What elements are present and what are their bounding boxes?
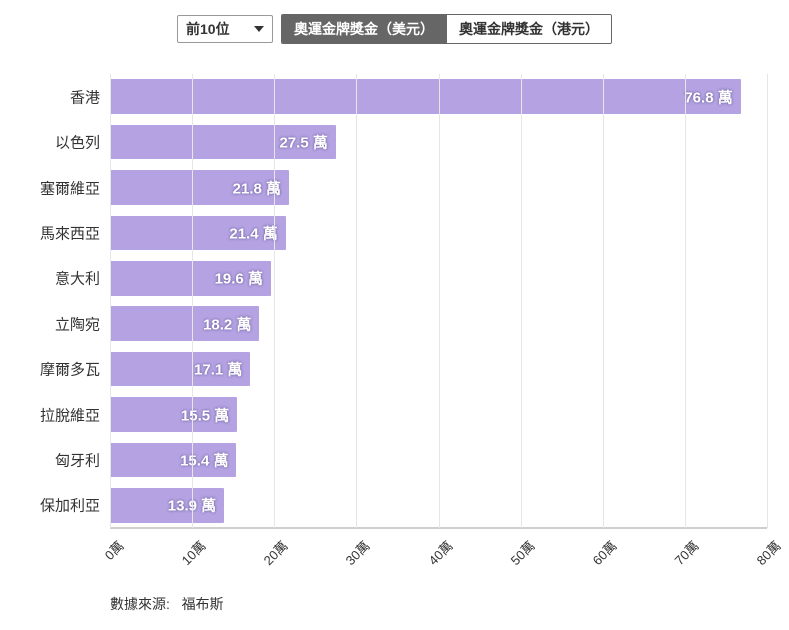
bar-value-label: 76.8 萬 [684,86,732,107]
bar-value-label: 19.6 萬 [215,268,263,289]
bar-chart: 76.8 萬 27.5 萬 21.8 萬 21.4 萬 19.6 萬 18.2 萬 17.1… [0,64,789,586]
chart-container: 前10位 奧運金牌獎金（美元） 奧運金牌獎金（港元） 76.8 萬 27.5 萬 2… [0,0,789,630]
bar[interactable]: 19.6 萬 [110,261,271,296]
y-axis-label: 塞爾維亞 [0,177,100,198]
bar[interactable]: 17.1 萬 [110,352,250,387]
grid-line [439,74,440,528]
bar[interactable]: 15.4 萬 [110,443,236,478]
x-tick-label: 0萬 [100,536,128,564]
controls-bar: 前10位 奧運金牌獎金（美元） 奧運金牌獎金（港元） [0,0,789,44]
bar-value-label: 21.4 萬 [229,222,277,243]
currency-tabs: 奧運金牌獎金（美元） 奧運金牌獎金（港元） [281,14,612,44]
grid-line [356,74,357,528]
grid-line [521,74,522,528]
rank-select-value: 前10位 [186,19,230,39]
bar[interactable]: 21.8 萬 [110,170,289,205]
rank-select[interactable]: 前10位 [177,15,273,43]
x-tick-label: 80萬 [752,536,785,569]
chevron-down-icon [254,26,264,32]
bar-value-label: 15.4 萬 [180,449,228,470]
x-tick-label: 20萬 [259,536,292,569]
tab-usd-label: 奧運金牌獎金（美元） [294,19,434,39]
tab-hkd-label: 奧運金牌獎金（港元） [459,19,599,39]
bar[interactable]: 18.2 萬 [110,306,259,341]
source-line: 數據來源: 福布斯 [110,594,224,614]
x-tick-label: 10萬 [177,536,210,569]
source-value: 福布斯 [182,596,224,612]
y-axis-label: 匈牙利 [0,449,100,470]
bar[interactable]: 21.4 萬 [110,216,286,251]
x-tick-label: 60萬 [587,536,620,569]
y-axis-label: 立陶宛 [0,313,100,334]
bar-value-label: 17.1 萬 [194,359,242,380]
grid-line [110,74,111,528]
y-axis-label: 意大利 [0,268,100,289]
bar-value-label: 15.5 萬 [181,404,229,425]
x-tick-label: 30萬 [341,536,374,569]
y-axis-label: 馬來西亞 [0,222,100,243]
grid-line [192,74,193,528]
x-tick-label: 70萬 [669,536,702,569]
source-label: 數據來源: [110,596,170,612]
grid-line [274,74,275,528]
y-axis-label: 拉脫維亞 [0,404,100,425]
bar-value-label: 18.2 萬 [203,313,251,334]
bar[interactable]: 27.5 萬 [110,125,336,160]
grid-line [603,74,604,528]
y-axis-label: 以色列 [0,132,100,153]
grid-line [767,74,768,528]
bar[interactable]: 76.8 萬 [110,79,741,114]
y-axis-label: 保加利亞 [0,495,100,516]
tab-hkd[interactable]: 奧運金牌獎金（港元） [446,15,611,43]
plot-area: 76.8 萬 27.5 萬 21.8 萬 21.4 萬 19.6 萬 18.2 萬 17.1… [110,74,767,528]
x-tick-label: 40萬 [423,536,456,569]
y-axis-label: 香港 [0,86,100,107]
bar[interactable]: 13.9 萬 [110,488,224,523]
grid-line [685,74,686,528]
x-tick-label: 50萬 [505,536,538,569]
y-axis-label: 摩爾多瓦 [0,359,100,380]
tab-usd[interactable]: 奧運金牌獎金（美元） [282,15,446,43]
bar-value-label: 27.5 萬 [279,132,327,153]
bar[interactable]: 15.5 萬 [110,397,237,432]
